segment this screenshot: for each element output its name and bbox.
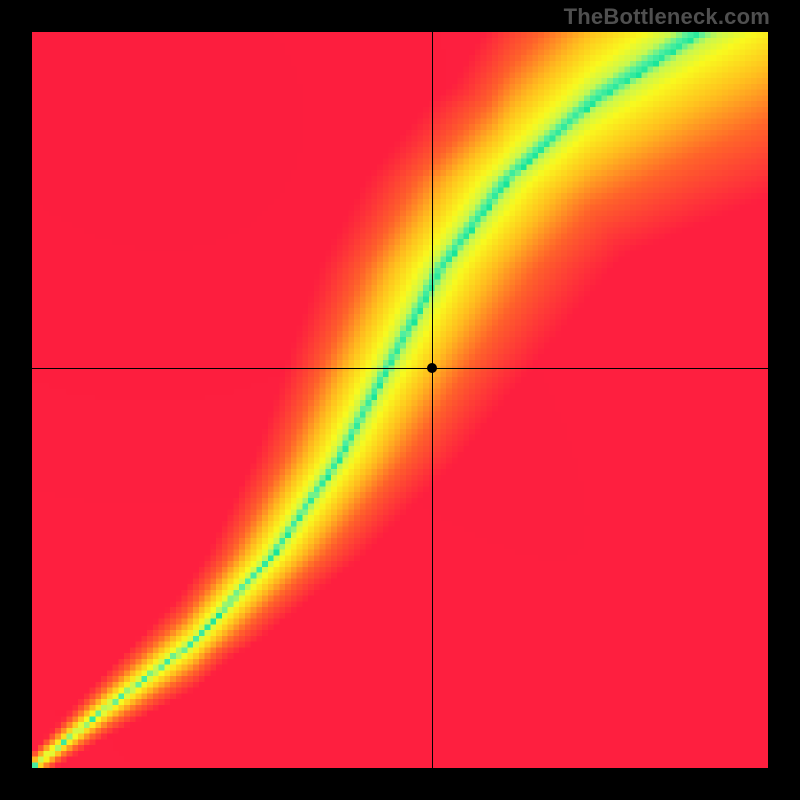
page-root: TheBottleneck.com bbox=[0, 0, 800, 800]
crosshair-marker bbox=[427, 363, 437, 373]
crosshair-vertical bbox=[432, 32, 433, 768]
watermark-text: TheBottleneck.com bbox=[564, 4, 770, 30]
heatmap-canvas bbox=[32, 32, 768, 768]
heatmap-plot bbox=[32, 32, 768, 768]
crosshair-horizontal bbox=[32, 368, 768, 369]
